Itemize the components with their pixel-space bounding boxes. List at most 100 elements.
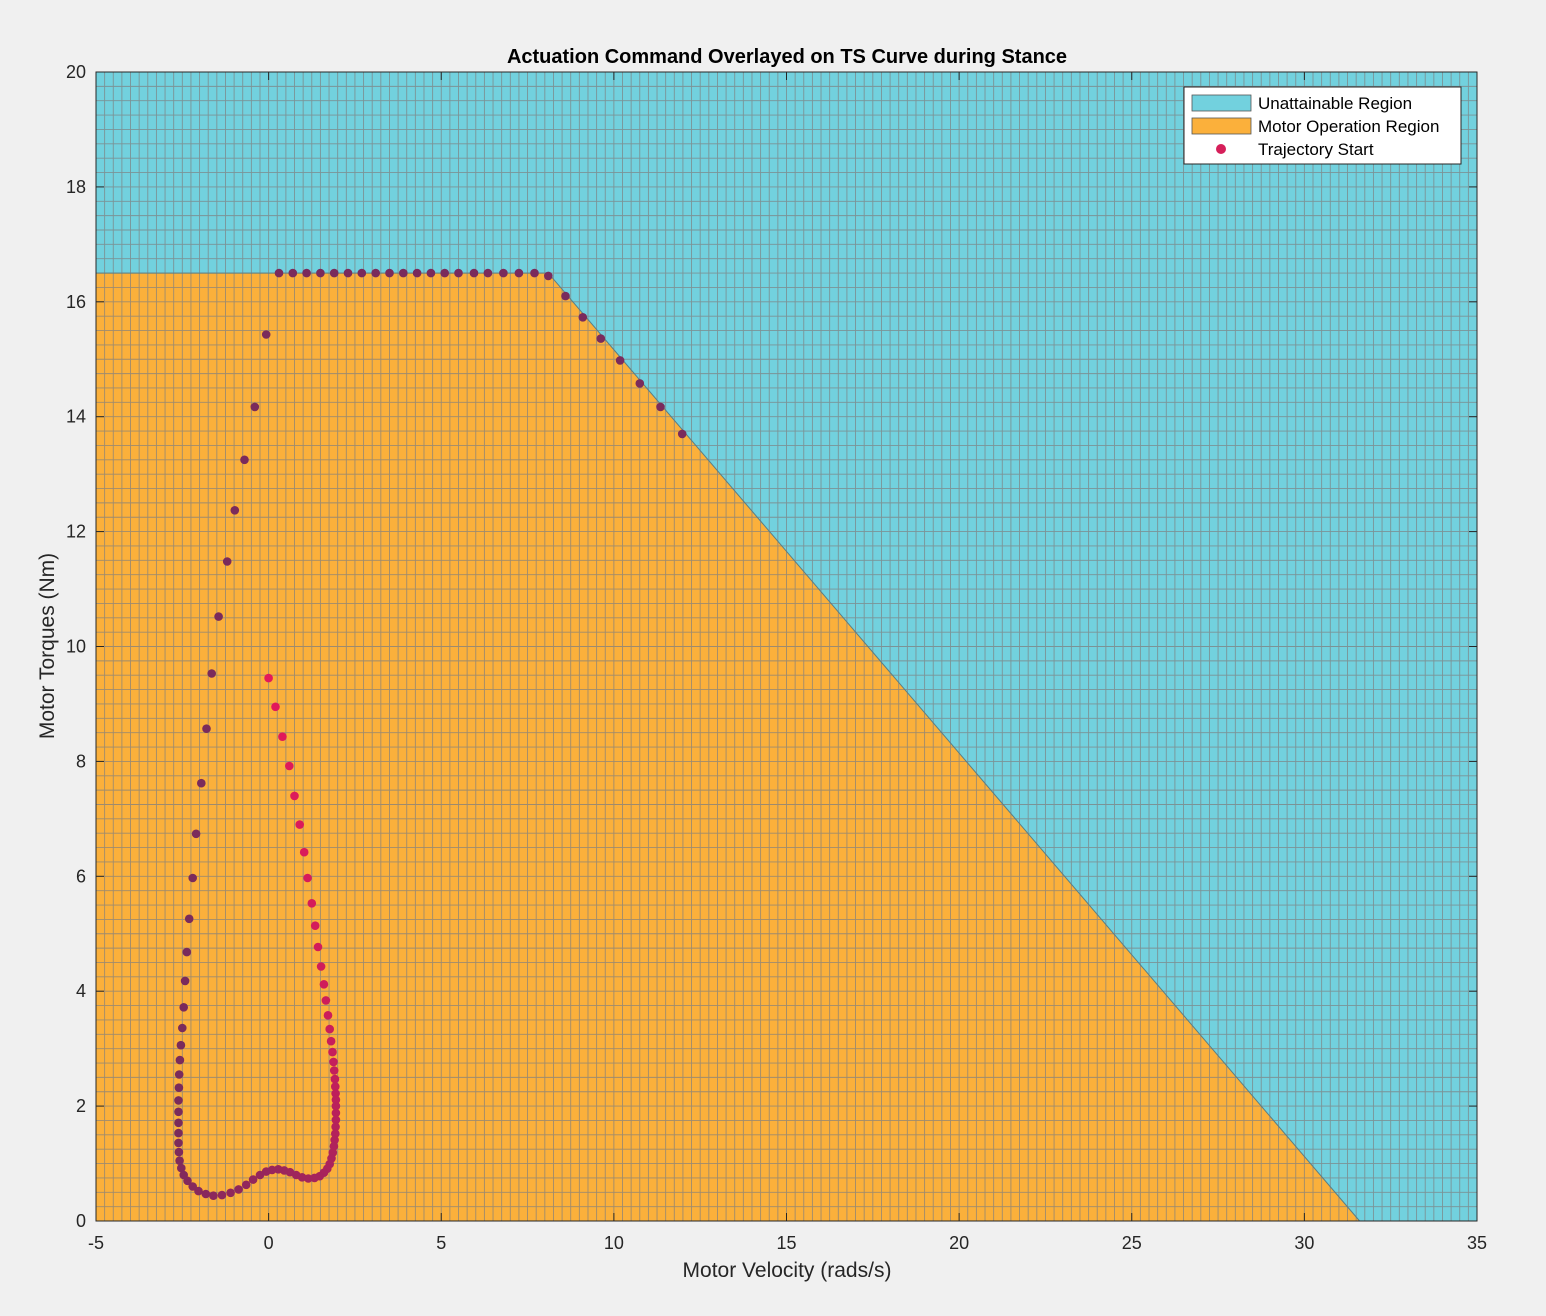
trajectory-point bbox=[197, 778, 206, 788]
trajectory-point bbox=[240, 455, 249, 465]
trajectory-point bbox=[329, 268, 339, 278]
trajectory-point bbox=[310, 1173, 319, 1183]
plot-area bbox=[96, 72, 1477, 1222]
trajectory-point bbox=[188, 1182, 197, 1191]
trajectory-point bbox=[357, 268, 367, 278]
trajectory-point bbox=[176, 1040, 186, 1050]
trajectory-point bbox=[234, 1185, 243, 1194]
trajectory-point bbox=[313, 942, 323, 952]
trajectory-point bbox=[331, 1082, 340, 1091]
trajectory-point bbox=[426, 268, 436, 278]
y-tick-label: 20 bbox=[66, 62, 86, 82]
trajectory-point bbox=[615, 356, 625, 365]
trajectory-point bbox=[310, 921, 320, 930]
y-tick-label: 4 bbox=[76, 981, 86, 1001]
trajectory-point bbox=[226, 1188, 235, 1198]
trajectory-point bbox=[201, 1189, 211, 1199]
trajectory-point bbox=[454, 268, 463, 278]
trajectory-point bbox=[178, 1023, 187, 1033]
trajectory-point bbox=[174, 1147, 184, 1157]
trajectory-point bbox=[191, 829, 201, 839]
trajectory-point bbox=[330, 1074, 340, 1084]
trajectory-point bbox=[399, 268, 408, 278]
legend-label: Unattainable Region bbox=[1258, 94, 1412, 113]
trajectory-point bbox=[179, 1003, 188, 1012]
trajectory-point bbox=[319, 980, 329, 989]
x-tick-label: 25 bbox=[1122, 1233, 1142, 1253]
trajectory-point bbox=[302, 268, 311, 278]
trajectory-point bbox=[514, 268, 524, 278]
trajectory-point bbox=[184, 914, 194, 924]
trajectory-point bbox=[261, 330, 271, 339]
x-tick-label: 35 bbox=[1467, 1233, 1487, 1253]
trajectory-point bbox=[329, 1066, 339, 1075]
trajectory-point bbox=[255, 1170, 265, 1180]
legend-swatch bbox=[1191, 94, 1252, 112]
trajectory-point bbox=[316, 268, 325, 278]
x-tick-label: -5 bbox=[88, 1233, 104, 1253]
trajectory-point bbox=[499, 268, 508, 278]
x-axis-label: Motor Velocity (rads/s) bbox=[683, 1259, 892, 1282]
trajectory-point bbox=[222, 557, 232, 566]
trajectory-point bbox=[412, 268, 422, 278]
trajectory-point bbox=[188, 873, 197, 883]
legend-marker bbox=[1216, 144, 1226, 154]
x-tick-label: 15 bbox=[776, 1233, 796, 1253]
trajectory-point bbox=[174, 1138, 183, 1148]
trajectory-point bbox=[274, 268, 284, 278]
trajectory-point bbox=[331, 1101, 341, 1111]
trajectory-point bbox=[248, 1175, 258, 1184]
trajectory-point bbox=[290, 791, 299, 801]
trajectory-point bbox=[264, 673, 273, 683]
trajectory-point bbox=[174, 1083, 184, 1092]
trajectory-point bbox=[214, 612, 223, 621]
trajectory-point bbox=[343, 268, 353, 278]
trajectory-point bbox=[230, 506, 240, 515]
y-tick-label: 12 bbox=[66, 522, 86, 542]
trajectory-point bbox=[483, 268, 493, 278]
trajectory-point bbox=[175, 1055, 185, 1065]
trajectory-point bbox=[174, 1118, 183, 1128]
trajectory-point bbox=[656, 402, 665, 412]
trajectory-point bbox=[330, 1135, 339, 1145]
trajectory-point bbox=[194, 1186, 203, 1196]
trajectory-point bbox=[578, 313, 588, 322]
trajectory-point bbox=[331, 1129, 340, 1138]
trajectory-point bbox=[174, 1107, 183, 1117]
trajectory-point bbox=[180, 976, 190, 986]
trajectory-point bbox=[174, 1070, 184, 1079]
trajectory-point bbox=[250, 402, 260, 412]
y-tick-label: 8 bbox=[76, 751, 86, 771]
trajectory-point bbox=[469, 268, 479, 278]
legend-label: Motor Operation Region bbox=[1258, 117, 1439, 136]
y-tick-label: 14 bbox=[66, 407, 86, 427]
trajectory-point bbox=[323, 1011, 333, 1020]
y-tick-label: 2 bbox=[76, 1096, 86, 1116]
trajectory-point bbox=[440, 268, 450, 278]
trajectory-point bbox=[217, 1190, 227, 1200]
trajectory-point bbox=[174, 1128, 183, 1138]
trajectory-point bbox=[331, 1108, 341, 1118]
trajectory-point bbox=[285, 761, 294, 771]
trajectory-point bbox=[202, 724, 211, 733]
trajectory-point bbox=[331, 1115, 341, 1125]
trajectory-point bbox=[331, 1122, 340, 1132]
y-tick-label: 18 bbox=[66, 177, 86, 197]
trajectory-point bbox=[271, 702, 280, 712]
trajectory-point bbox=[326, 1036, 336, 1046]
mesh-grid bbox=[96, 72, 1477, 1221]
x-tick-label: 0 bbox=[264, 1233, 274, 1253]
trajectory-point bbox=[677, 429, 687, 439]
y-tick-label: 16 bbox=[66, 292, 86, 312]
y-tick-label: 6 bbox=[76, 866, 86, 886]
trajectory-point bbox=[530, 268, 539, 278]
trajectory-point bbox=[316, 962, 326, 971]
trajectory-point bbox=[329, 1057, 338, 1067]
legend-label: Trajectory Start bbox=[1258, 140, 1374, 159]
trajectory-point bbox=[331, 1089, 340, 1098]
trajectory-point bbox=[371, 268, 381, 278]
trajectory-point bbox=[385, 268, 394, 278]
trajectory-point bbox=[174, 1096, 183, 1105]
trajectory-point bbox=[182, 947, 192, 957]
trajectory-point bbox=[635, 379, 645, 388]
